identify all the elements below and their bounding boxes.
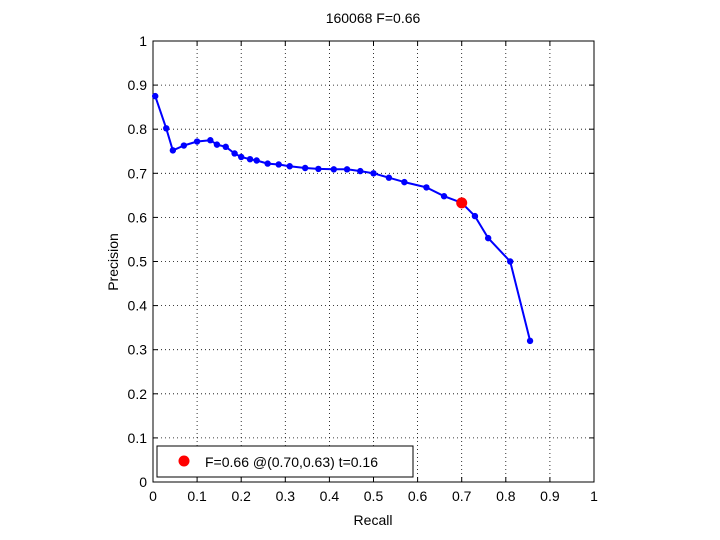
data-point — [286, 163, 293, 170]
data-point — [440, 193, 448, 200]
data-point — [222, 143, 229, 151]
y-tick-label: 0.3 — [128, 342, 148, 358]
data-point — [275, 161, 282, 168]
grid-lines — [153, 41, 594, 482]
data-point — [246, 155, 254, 163]
x-tick-label: 0.8 — [496, 488, 516, 504]
y-tick-label: 0.9 — [128, 77, 148, 93]
data-point — [213, 141, 221, 148]
data-point — [330, 166, 338, 173]
x-tick-label: 0.5 — [364, 488, 384, 504]
data-point — [357, 167, 364, 175]
x-tick-label: 0.3 — [276, 488, 296, 504]
legend: F=0.66 @(0.70,0.63) t=0.16 — [156, 445, 414, 478]
best-f-point — [456, 197, 468, 209]
x-tick-label: 0 — [149, 488, 157, 504]
data-point — [471, 212, 479, 220]
x-tick-label: 0.7 — [452, 488, 472, 504]
y-tick-label: 0.2 — [128, 386, 148, 402]
y-tick-label: 0.8 — [128, 121, 148, 137]
data-point — [301, 164, 309, 172]
y-tick-label: 0.7 — [128, 165, 148, 181]
y-axis-label: Precision — [105, 233, 121, 291]
legend-box — [156, 445, 414, 478]
data-point — [231, 150, 238, 157]
data-point — [180, 142, 188, 149]
y-tick-label: 0.6 — [128, 209, 148, 225]
data-point — [507, 258, 514, 265]
data-point — [169, 147, 177, 154]
data-point — [401, 178, 408, 186]
y-tick-label: 0 — [139, 474, 147, 490]
x-tick-label: 0.9 — [540, 488, 560, 504]
data-point — [343, 166, 351, 173]
axis-ticks: 0 0.1 0.2 0.3 0.4 0.5 0.6 0.7 0.8 0.9 1 0 0.1 0.2 0.3 0… — [128, 33, 599, 504]
x-axis-label: Recall — [354, 512, 393, 528]
x-tick-label: 0.1 — [187, 488, 207, 504]
data-point — [193, 138, 201, 145]
data-point — [163, 125, 170, 132]
x-tick-label: 0.2 — [231, 488, 251, 504]
data-point — [238, 153, 245, 161]
y-tick-label: 0.1 — [128, 430, 148, 446]
data-point — [315, 165, 322, 173]
x-tick-label: 0.4 — [320, 488, 340, 504]
data-point — [526, 337, 534, 345]
legend-marker — [178, 455, 190, 467]
data-point — [370, 170, 377, 177]
series-layer — [152, 92, 534, 345]
data-point — [152, 92, 159, 100]
data-point — [385, 174, 393, 181]
legend-label: F=0.66 @(0.70,0.63) t=0.16 — [205, 454, 378, 470]
data-point — [264, 160, 271, 167]
x-tick-label: 0.6 — [408, 488, 428, 504]
data-point — [253, 157, 260, 164]
y-tick-label: 0.4 — [128, 298, 148, 314]
y-tick-label: 1 — [139, 33, 147, 49]
data-point — [484, 234, 492, 242]
data-point — [207, 137, 214, 144]
y-tick-label: 0.5 — [128, 254, 148, 270]
chart-title: 160068 F=0.66 — [326, 10, 421, 26]
data-point — [423, 184, 430, 191]
x-tick-label: 1 — [590, 488, 598, 504]
